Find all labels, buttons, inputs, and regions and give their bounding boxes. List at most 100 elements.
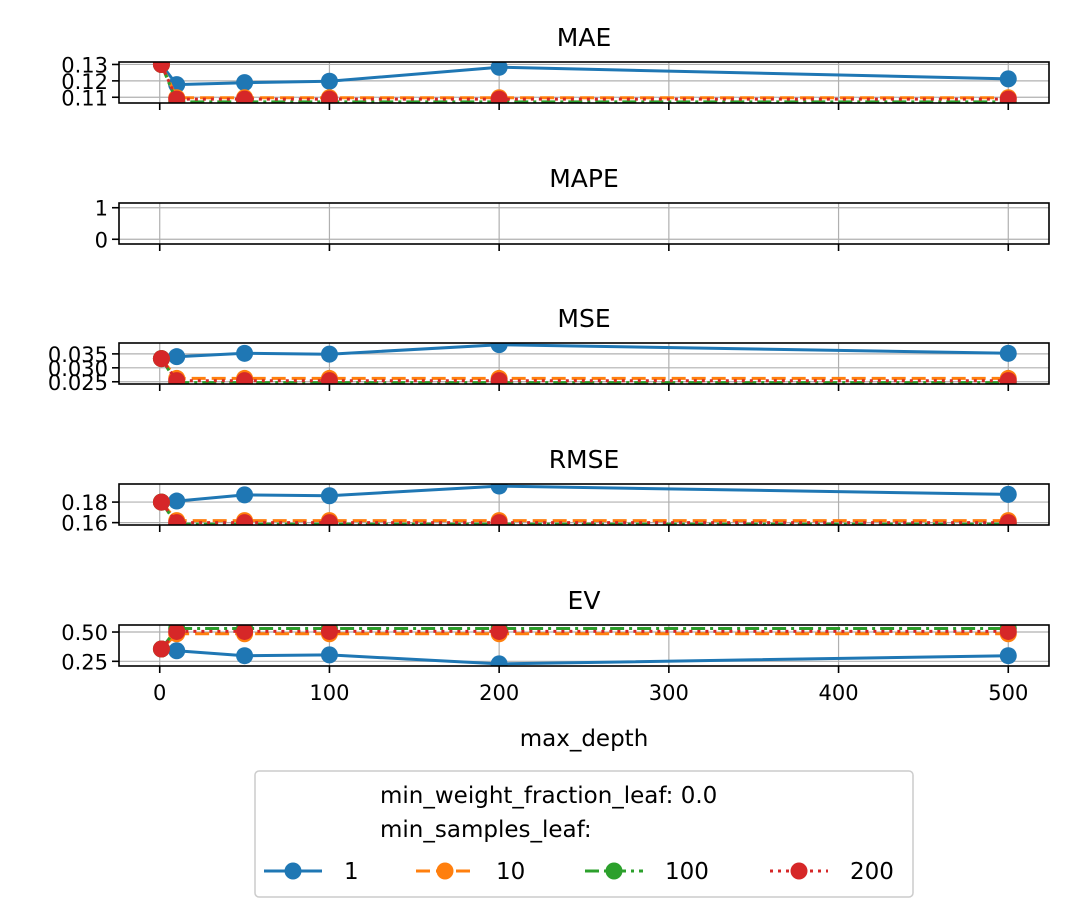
data-point-200	[320, 514, 338, 525]
legend-frame	[254, 770, 914, 898]
legend-marker-100	[605, 862, 623, 880]
data-point-200	[999, 372, 1017, 384]
data-point-200	[152, 493, 170, 511]
panel-ev: EV 0.25 0.50 0 100 200 300 400 500	[61, 586, 1050, 705]
series-line-1	[161, 343, 1009, 361]
series-line-200	[160, 357, 1009, 383]
axes-frame	[118, 483, 1050, 526]
axes-frame	[118, 202, 1050, 245]
y-tick-label: 0.030	[48, 357, 108, 381]
data-point-200	[168, 372, 186, 384]
y-tick-label: 0.25	[61, 650, 108, 674]
data-point-200	[168, 514, 186, 525]
x-tick-label: 400	[819, 681, 859, 705]
data-point-1	[168, 492, 186, 510]
legend-marker-1	[284, 862, 302, 880]
data-point-200	[490, 90, 508, 103]
data-point-1	[320, 72, 338, 90]
legend-entry-100: 100	[585, 859, 709, 885]
legend-label-1: 1	[344, 859, 359, 885]
data-point-200	[999, 514, 1017, 525]
data-point-1	[236, 647, 254, 665]
y-tick-label: 0.11	[61, 86, 108, 110]
data-point-1	[236, 74, 254, 92]
data-point-1	[320, 345, 338, 363]
legend-title-line-2: min_samples_leaf:	[380, 817, 592, 843]
data-point-200	[236, 372, 254, 384]
data-point-200	[152, 640, 170, 658]
data-point-1	[236, 344, 254, 362]
series-group	[152, 62, 1017, 103]
data-point-200	[320, 372, 338, 384]
y-tick-label: 0.025	[48, 371, 108, 395]
data-point-1	[999, 485, 1017, 503]
panel-title: RMSE	[549, 445, 620, 474]
y-tick-label: 0.12	[61, 70, 108, 94]
x-tick-label: 300	[649, 681, 689, 705]
data-point-200	[168, 90, 186, 103]
data-point-1	[490, 655, 508, 666]
legend-entry-1: 1	[264, 859, 359, 885]
data-point-200	[236, 625, 254, 640]
x-tick-label: 500	[988, 681, 1028, 705]
x-tick-label: 100	[309, 681, 349, 705]
legend-title-line-1: min_weight_fraction_leaf: 0.0	[380, 783, 717, 809]
panel-title: MAE	[557, 23, 611, 52]
legend-entry-200: 200	[770, 859, 894, 885]
data-point-200	[236, 90, 254, 103]
x-axis-label: max_depth	[520, 726, 649, 752]
data-point-1	[999, 344, 1017, 362]
data-point-200	[490, 625, 508, 640]
axes-frame	[118, 342, 1050, 385]
data-point-1	[999, 647, 1017, 665]
legend: min_weight_fraction_leaf: 0.0 min_sample…	[254, 770, 914, 898]
panel-rmse: RMSE 0.160.18	[61, 445, 1050, 536]
y-tick-label: 0	[95, 228, 108, 252]
series-line-100	[160, 357, 1009, 384]
data-point-1	[490, 484, 508, 495]
data-point-1	[320, 646, 338, 664]
data-point-1	[168, 348, 186, 366]
y-tick-label: 0.50	[61, 621, 108, 645]
series-line-1	[161, 484, 1009, 504]
y-tick-label: 0.13	[61, 53, 108, 77]
y-tick-label: 0.035	[48, 343, 108, 367]
data-point-1	[168, 642, 186, 660]
panel-mape: MAPE 0 1	[95, 164, 1050, 252]
y-tick-label: 0.18	[61, 491, 108, 515]
legend-marker-10	[436, 862, 454, 880]
data-point-200	[999, 90, 1017, 103]
y-tick-label: 1	[95, 197, 108, 221]
series-line-1	[160, 63, 1009, 87]
legend-label-200: 200	[850, 859, 894, 885]
axes-frame	[118, 624, 1050, 667]
data-point-200	[490, 372, 508, 384]
series-line-10	[160, 357, 1009, 380]
data-point-1	[999, 70, 1017, 88]
panel-title: MSE	[557, 304, 610, 333]
legend-entry-10: 10	[416, 859, 525, 885]
data-point-1	[320, 487, 338, 505]
legend-marker-200	[790, 862, 808, 880]
legend-label-100: 100	[665, 859, 709, 885]
legend-entries: 1 10 100 200	[264, 859, 894, 885]
panel-title: MAPE	[549, 164, 619, 193]
x-tick-label: 200	[479, 681, 519, 705]
data-point-200	[320, 625, 338, 640]
data-point-200	[152, 350, 170, 368]
x-tick-label: 0	[153, 681, 166, 705]
data-point-1	[490, 343, 508, 354]
panel-title: EV	[568, 586, 601, 615]
y-tick-label: 0.16	[61, 512, 108, 536]
data-point-200	[168, 625, 186, 640]
axes-frame	[118, 61, 1050, 104]
series-line-10	[160, 501, 1009, 523]
series-line-10	[160, 632, 1009, 651]
data-point-200	[490, 514, 508, 525]
series-group	[152, 625, 1017, 666]
series-group	[152, 343, 1017, 384]
data-point-200	[320, 90, 338, 103]
